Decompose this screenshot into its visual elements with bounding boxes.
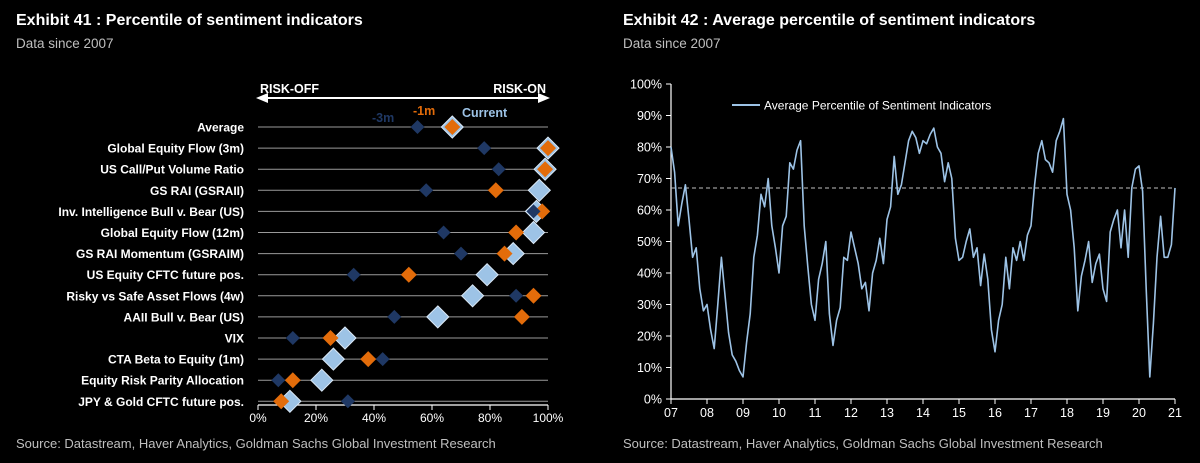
minus-1m-marker <box>496 245 513 262</box>
current-marker <box>426 305 450 329</box>
x-tick-label: 21 <box>1168 406 1182 420</box>
x-tick-label: 18 <box>1060 406 1074 420</box>
minus-3m-marker <box>375 352 390 367</box>
x-tick-label: 09 <box>736 406 750 420</box>
minus-3m-marker <box>419 183 434 198</box>
x-tick-label: 20 <box>1132 406 1146 420</box>
x-tick-label: 0% <box>249 411 267 425</box>
minus-1m-marker <box>400 266 417 283</box>
current-marker <box>460 284 485 308</box>
y-tick-label: 20% <box>637 330 662 344</box>
y-tick-label: 90% <box>637 109 662 123</box>
category-label: GS RAI (GSRAII) <box>150 184 244 198</box>
minus-3m-marker <box>271 373 286 388</box>
x-tick-label: 60% <box>420 411 444 425</box>
category-label: Inv. Intelligence Bull v. Bear (US) <box>58 205 244 219</box>
current-marker <box>333 326 357 350</box>
minus-1m-marker <box>444 119 461 135</box>
category-label: Global Equity Flow (12m) <box>101 226 244 240</box>
x-tick-label: 08 <box>700 406 714 420</box>
minus-3m-marker <box>340 394 355 409</box>
category-label: Equity Risk Parity Allocation <box>81 374 244 388</box>
category-label: JPY & Gold CFTC future pos. <box>78 395 244 409</box>
minus-1m-marker <box>487 182 504 199</box>
minus-3m-marker <box>346 267 361 282</box>
y-tick-label: 0% <box>644 393 662 407</box>
legend-minus-1m: -1m <box>413 104 435 118</box>
x-tick-label: 19 <box>1096 406 1110 420</box>
minus-1m-marker <box>540 140 556 157</box>
current-marker <box>521 220 546 245</box>
minus-3m-marker <box>454 246 468 261</box>
y-tick-label: 70% <box>637 172 662 186</box>
x-tick-label: 10 <box>772 406 786 420</box>
minus-3m-marker <box>526 204 541 219</box>
x-tick-label: 20% <box>304 411 328 425</box>
x-tick-label: 07 <box>664 406 678 420</box>
minus-3m-marker <box>387 309 402 324</box>
y-tick-label: 10% <box>637 361 662 375</box>
current-marker <box>310 368 334 392</box>
average-percentile-chart: 0% 10% 20% 30% 40% 50% 60% 70% 80% 90% 100% 07 08 09 1… <box>630 78 1182 421</box>
current-marker <box>527 178 552 203</box>
y-tick-label: 60% <box>637 204 662 218</box>
current-marker <box>321 347 346 371</box>
minus-3m-marker <box>285 331 300 345</box>
minus-3m-marker <box>509 288 524 303</box>
legend-label: Average Percentile of Sentiment Indicato… <box>764 99 991 113</box>
x-tick-label: 17 <box>1024 406 1038 420</box>
average-percentile-line <box>670 117 1176 378</box>
legend-current: Current <box>462 106 508 120</box>
category-label: GS RAI Momentum (GSRAIM) <box>76 247 244 261</box>
y-tick-label: 50% <box>637 235 662 249</box>
category-label: US Call/Put Volume Ratio <box>100 163 244 177</box>
minus-1m-marker <box>513 308 530 325</box>
category-label: CTA Beta to Equity (1m) <box>108 353 244 367</box>
exhibit41-title: Exhibit 41 : Percentile of sentiment ind… <box>16 12 363 29</box>
x-tick-label: 15 <box>952 406 966 420</box>
x-tick-label: 80% <box>478 411 502 425</box>
legend-minus-3m: -3m <box>372 111 394 125</box>
y-tick-label: 100% <box>630 78 662 92</box>
y-tick-label: 30% <box>637 298 662 312</box>
arrow-right-head <box>538 93 550 103</box>
category-label: VIX <box>225 332 244 346</box>
minus-1m-marker <box>284 372 301 389</box>
x-tick-label: 16 <box>988 406 1002 420</box>
exhibit42-title: Exhibit 42 : Average percentile of senti… <box>623 12 1036 29</box>
y-tick-label: 80% <box>637 141 662 155</box>
minus-1m-marker <box>360 351 377 368</box>
minus-3m-marker <box>491 162 506 177</box>
minus-1m-marker <box>273 393 290 410</box>
x-tick-label: 11 <box>809 406 822 420</box>
sentiment-percentile-chart: RISK-OFF RISK-ON -3m -1m Current Average Globa… <box>58 82 564 425</box>
risk-on-label: RISK-ON <box>493 82 546 96</box>
minus-3m-marker <box>477 141 492 156</box>
category-label: AAII Bull v. Bear (US) <box>124 310 244 324</box>
exhibit41-subtitle: Data since 2007 <box>16 36 114 51</box>
category-label: Risky vs Safe Asset Flows (4w) <box>66 289 244 303</box>
risk-off-label: RISK-OFF <box>260 82 319 96</box>
x-tick-label: 40% <box>362 411 386 425</box>
current-marker <box>475 262 499 287</box>
arrow-left-head <box>256 93 268 103</box>
minus-3m-marker <box>436 225 451 240</box>
x-tick-label: 13 <box>880 406 894 420</box>
minus-1m-marker <box>322 330 339 346</box>
category-label: Average <box>197 121 244 135</box>
y-tick-label: 40% <box>637 267 662 281</box>
minus-1m-marker <box>525 287 542 304</box>
exhibit41-source: Source: Datastream, Haver Analytics, Gol… <box>16 436 496 451</box>
minus-1m-marker <box>537 161 554 178</box>
x-tick-label: 14 <box>916 406 930 420</box>
minus-1m-marker <box>534 203 551 220</box>
category-label: US Equity CFTC future pos. <box>87 268 244 282</box>
category-label: Global Equity Flow (3m) <box>107 142 244 156</box>
minus-1m-marker <box>508 224 525 241</box>
exhibit42-source: Source: Datastream, Haver Analytics, Gol… <box>623 436 1103 451</box>
minus-3m-marker <box>410 120 425 134</box>
x-tick-label: 100% <box>533 411 564 425</box>
exhibit42-subtitle: Data since 2007 <box>623 36 721 51</box>
x-tick-label: 12 <box>844 406 858 420</box>
